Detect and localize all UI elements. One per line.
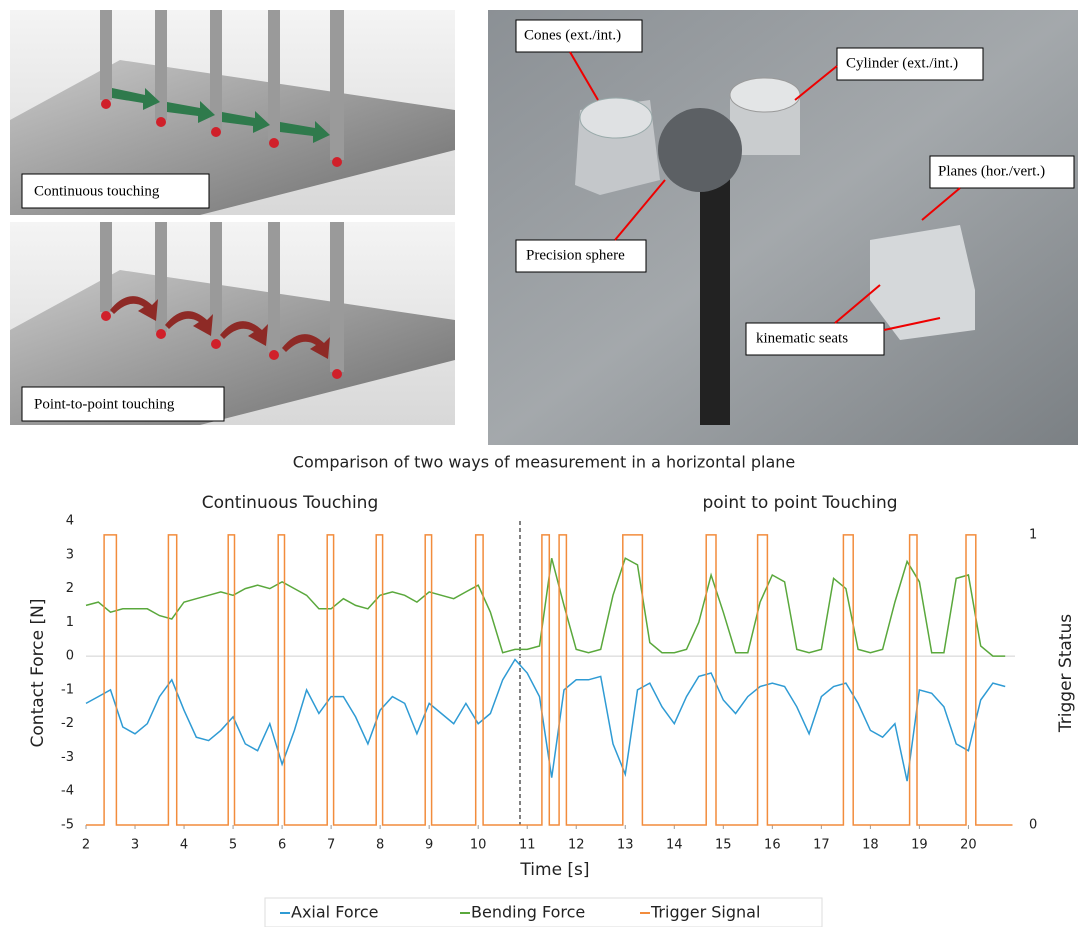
x-tick-label: 12: [568, 838, 585, 853]
photo-label: Planes (hor./vert.): [938, 163, 1045, 179]
artefact-photo: Cones (ext./int.) Cylinder (ext./int.) P…: [488, 10, 1078, 445]
x-tick-label: 14: [666, 838, 683, 853]
x-tick-label: 3: [131, 838, 139, 853]
y-tick-label: -1: [61, 682, 74, 697]
x-tick-label: 4: [180, 838, 188, 853]
series-line: [86, 535, 1013, 825]
y-tick-label: 1: [66, 615, 74, 630]
x-tick-label: 17: [813, 838, 830, 853]
chart-title: Comparison of two ways of measurement in…: [293, 453, 795, 472]
x-tick-label: 10: [470, 838, 487, 853]
x-tick-label: 2: [82, 838, 90, 853]
y2-axis-label: Trigger Status: [1056, 614, 1076, 733]
x-tick-label: 7: [327, 838, 335, 853]
y-tick-label: 3: [66, 547, 74, 562]
series-line: [86, 660, 1005, 782]
annotation: point to point Touching: [702, 493, 897, 513]
y-tick-label: 2: [66, 581, 74, 596]
y-tick-label: 0: [66, 649, 74, 664]
x-tick-label: 5: [229, 838, 237, 853]
figure: Continuous touching Point-to-point touch…: [0, 0, 1088, 927]
y-tick-label: 4: [66, 514, 74, 529]
table: [488, 10, 1078, 445]
x-tick-label: 9: [425, 838, 433, 853]
y2-tick-label: 0: [1029, 818, 1037, 833]
x-tick-label: 19: [911, 838, 928, 853]
x-tick-label: 15: [715, 838, 732, 853]
x-axis-label: Time [s]: [519, 860, 589, 880]
series-line: [86, 558, 1005, 656]
cone-top: [580, 98, 652, 138]
photo-label: Precision sphere: [526, 247, 625, 263]
x-tick-label: 16: [764, 838, 781, 853]
page: {"images": {"probe_panel": {"top_label":…: [0, 0, 1088, 927]
x-tick-label: 6: [278, 838, 286, 853]
y-tick-label: -5: [61, 818, 74, 833]
photo-label: kinematic seats: [756, 330, 848, 346]
legend-label: Bending Force: [471, 903, 585, 922]
annotation: Continuous Touching: [202, 493, 379, 513]
y-axis-label: Contact Force [N]: [28, 599, 48, 748]
x-tick-label: 18: [862, 838, 879, 853]
cylinder-top: [730, 78, 800, 112]
panel-label: Continuous touching: [34, 183, 160, 199]
sphere: [658, 108, 742, 192]
photo-label: Cones (ext./int.): [524, 27, 621, 43]
stem: [700, 175, 730, 425]
y2-tick-label: 1: [1029, 527, 1037, 542]
y-tick-label: -3: [61, 750, 74, 765]
x-tick-label: 13: [617, 838, 634, 853]
x-tick-label: 8: [376, 838, 384, 853]
photo-label: Cylinder (ext./int.): [846, 55, 958, 71]
legend-label: Trigger Signal: [650, 903, 760, 922]
x-tick-label: 11: [519, 838, 536, 853]
x-tick-label: 20: [960, 838, 977, 853]
y-tick-label: -4: [61, 784, 74, 799]
legend-label: Axial Force: [291, 903, 378, 922]
panel-label: Point-to-point touching: [34, 396, 175, 412]
probe-panel: Continuous touching Point-to-point touch…: [10, 10, 455, 425]
y-tick-label: -2: [61, 716, 74, 731]
